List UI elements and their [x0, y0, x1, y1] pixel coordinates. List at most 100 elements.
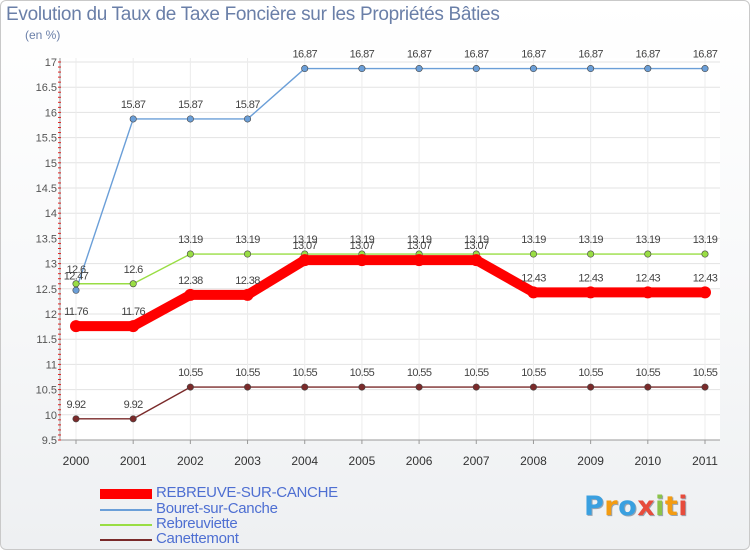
series-line-rebreuviette	[75, 253, 706, 285]
data-label: 10.55	[521, 367, 546, 379]
data-point-rebreuve-sur-canche	[413, 254, 426, 267]
y-tick-label: 15.5	[36, 133, 57, 145]
x-tick-label: 2002	[177, 454, 204, 468]
data-label: 12.43	[521, 272, 546, 284]
x-tick-label: 2009	[577, 454, 604, 468]
data-point-bouret-sur-canche	[701, 65, 709, 73]
data-label: 13.07	[292, 240, 317, 252]
data-point-rebreuve-sur-canche	[184, 288, 197, 301]
data-label: 11.76	[64, 306, 88, 318]
data-label: 13.19	[521, 234, 546, 246]
data-label: 12.43	[636, 272, 661, 284]
data-label: 15.87	[178, 99, 203, 111]
y-tick-label: 15	[45, 158, 57, 170]
data-point-canettemont	[701, 383, 709, 391]
data-label: 13.19	[350, 234, 375, 246]
data-point-rebreuve-sur-canche	[355, 254, 368, 267]
data-label: 10.55	[693, 367, 718, 379]
data-point-canettemont	[186, 383, 194, 391]
series-line-canettemont	[75, 386, 706, 420]
chart-grid	[60, 58, 720, 441]
data-label: 16.87	[350, 49, 375, 61]
y-tick-label: 16	[45, 107, 57, 119]
data-label: 10.55	[407, 367, 432, 379]
data-point-bouret-sur-canche	[72, 286, 80, 294]
data-point-rebreuve-sur-canche	[470, 254, 483, 267]
data-point-canettemont	[529, 383, 537, 391]
data-point-rebreuviette	[529, 250, 537, 258]
data-label: 13.19	[235, 234, 260, 246]
data-label: 10.55	[464, 367, 489, 379]
y-tick-label: 9.5	[42, 435, 57, 447]
data-label: 13.19	[464, 234, 489, 246]
series-line-rebreuve-sur-canche	[71, 255, 710, 332]
x-tick-label: 2001	[120, 454, 147, 468]
data-point-rebreuve-sur-canche	[699, 286, 711, 299]
data-label: 10.55	[235, 367, 260, 379]
x-tick-label: 2010	[634, 454, 661, 468]
data-point-bouret-sur-canche	[472, 65, 480, 73]
data-point-rebreuve-sur-canche	[527, 286, 540, 299]
chart-data-labels: 12.47 15.87 15.87 15.87 16.87 16.87 16.87 16.87…	[64, 49, 719, 411]
data-point-canettemont	[358, 383, 366, 391]
y-tick-label: 12.5	[36, 284, 57, 296]
y-tick-label: 11.5	[36, 334, 57, 346]
data-label: 10.55	[178, 367, 203, 379]
data-point-canettemont	[72, 415, 80, 423]
data-point-rebreuve-sur-canche	[584, 286, 597, 299]
data-point-canettemont	[129, 415, 137, 423]
chart-axes: 9.5 10 10.5 11 11.5 12 12.5 13 13.5 14 14.5 15 15.5 1…	[36, 57, 720, 468]
logo-letter: o	[618, 491, 638, 522]
x-tick-label: 2006	[406, 454, 433, 468]
logo-letter: P	[584, 491, 605, 522]
data-point-rebreuve-sur-canche	[241, 288, 254, 301]
data-label: 15.87	[121, 99, 146, 111]
data-point-bouret-sur-canche	[129, 115, 137, 123]
data-point-canettemont	[472, 383, 480, 391]
data-label: 13.19	[636, 234, 661, 246]
x-tick-label: 2005	[349, 454, 376, 468]
y-tick-label: 14.5	[36, 183, 57, 195]
data-label: 15.87	[235, 99, 260, 111]
legend-swatch	[100, 489, 152, 499]
data-point-rebreuviette	[701, 250, 709, 258]
data-label: 13.19	[693, 234, 718, 246]
data-label: 12.6	[66, 264, 85, 276]
logo-letter: r	[604, 491, 619, 522]
y-tick-label: 11	[46, 359, 57, 371]
data-point-bouret-sur-canche	[529, 65, 537, 73]
data-label: 10.55	[292, 367, 317, 379]
data-label: 12.43	[578, 272, 603, 284]
data-label: 13.07	[407, 240, 432, 252]
data-point-bouret-sur-canche	[587, 65, 595, 73]
data-point-rebreuviette	[244, 250, 252, 258]
chart-title: Evolution du Taux de Taxe Foncière sur l…	[6, 4, 500, 25]
data-label: 10.55	[350, 367, 375, 379]
legend-swatch	[100, 524, 152, 526]
data-label: 16.87	[407, 49, 432, 61]
data-point-bouret-sur-canche	[186, 115, 194, 123]
data-label: 16.87	[636, 49, 661, 61]
data-point-canettemont	[301, 383, 309, 391]
data-point-rebreuviette	[72, 280, 80, 288]
data-point-bouret-sur-canche	[415, 65, 423, 73]
data-label: 13.19	[178, 234, 203, 246]
data-label: 13.07	[464, 240, 489, 252]
data-label: 10.55	[636, 367, 661, 379]
data-label: 13.19	[292, 234, 317, 246]
legend-label: Rebreuviette	[156, 515, 238, 532]
y-tick-label: 17	[45, 57, 57, 69]
y-tick-label: 10	[45, 410, 57, 422]
proxiti-logo: Proxiti	[584, 491, 688, 522]
data-label: 12.6	[124, 264, 143, 276]
x-tick-label: 2003	[234, 454, 261, 468]
y-axis-unit-label: (en %)	[25, 28, 61, 42]
legend-label: Canettemont	[156, 530, 239, 547]
x-tick-label: 2008	[520, 454, 547, 468]
data-label: 16.87	[464, 49, 489, 61]
data-label: 9.92	[124, 399, 143, 411]
data-label: 11.76	[121, 306, 145, 318]
data-label: 12.38	[235, 275, 260, 287]
data-label: 16.87	[693, 49, 718, 61]
